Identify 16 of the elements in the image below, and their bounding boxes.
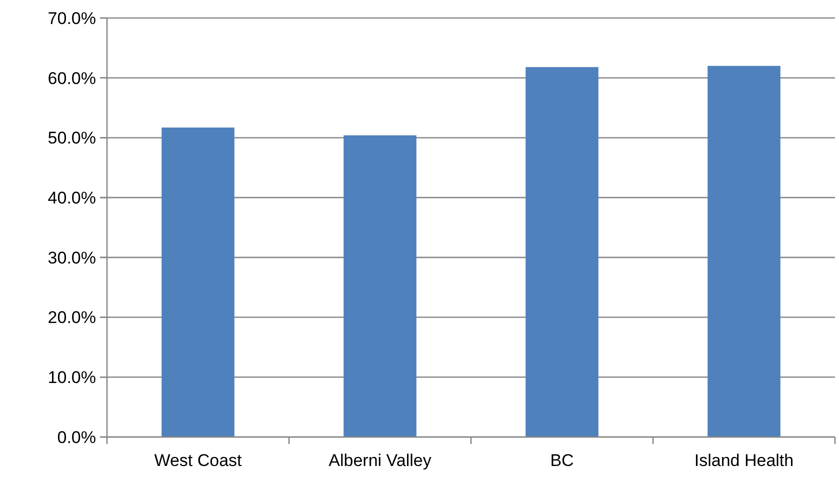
x-tick-label: West Coast (154, 451, 242, 470)
x-tick-label: Island Health (694, 451, 794, 470)
bar (526, 67, 598, 437)
x-tick-label: Alberni Valley (328, 451, 432, 470)
y-tick-label: 10.0% (48, 368, 96, 388)
y-tick-label: 20.0% (48, 308, 96, 328)
bar (708, 66, 780, 437)
y-tick-label: 70.0% (48, 8, 96, 28)
x-tick-label: BC (550, 451, 574, 470)
y-tick-label: 30.0% (48, 248, 96, 268)
bar (344, 135, 416, 437)
y-tick-label: 60.0% (48, 68, 96, 88)
y-tick-label: 50.0% (48, 128, 96, 148)
bar (162, 128, 234, 437)
y-tick-label: 0.0% (57, 428, 96, 447)
y-tick-label: 40.0% (48, 188, 96, 208)
